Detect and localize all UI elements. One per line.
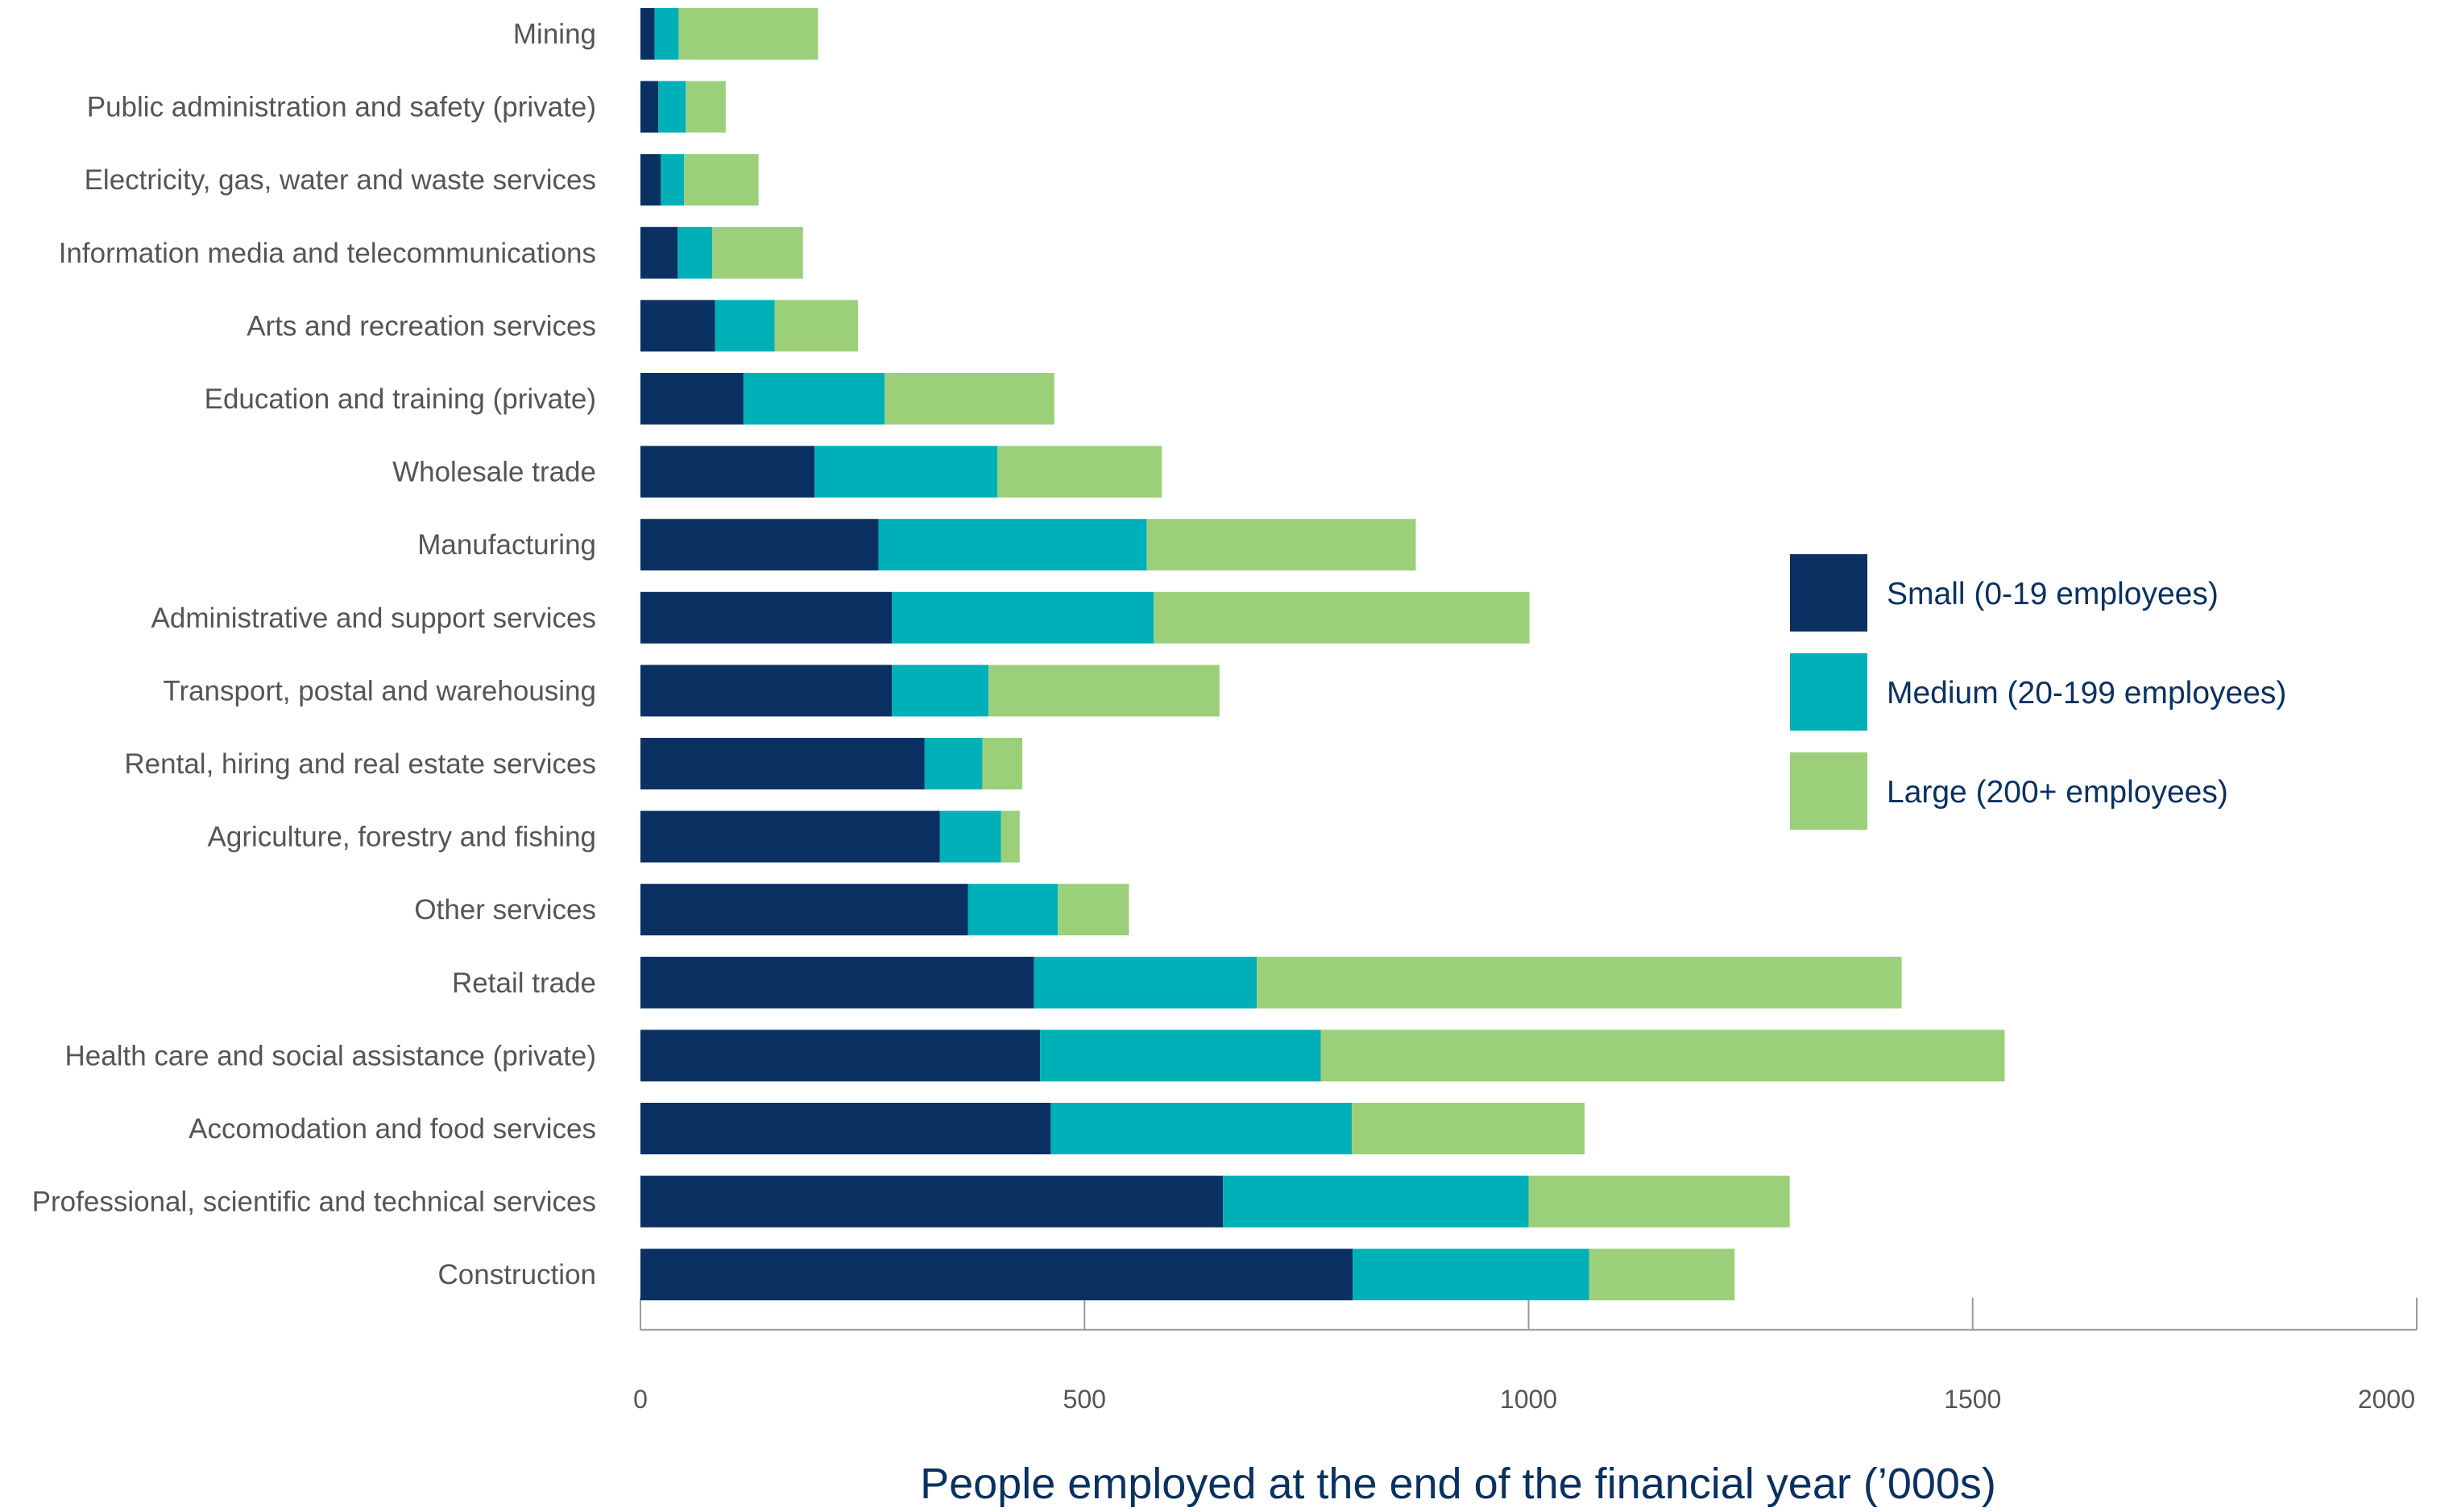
bar-segment — [640, 373, 744, 425]
bar-segment — [640, 956, 1034, 1009]
bar-segment — [1040, 1029, 1321, 1082]
legend-swatch — [1790, 653, 1867, 731]
category-label: Information media and telecommunications — [59, 238, 596, 269]
bar-segment — [1353, 1249, 1589, 1301]
bar-segment — [677, 226, 713, 279]
bar-segment — [1528, 1175, 1790, 1228]
bar-segment — [1320, 1029, 2005, 1082]
bar-segment — [640, 738, 925, 789]
x-tick-labels: 0 500 1000 1500 2000 — [633, 1385, 2415, 1414]
legend-label: Small (0-19 employees) — [1887, 577, 2219, 611]
bar-segment — [1050, 1103, 1353, 1154]
bar-segment — [661, 154, 685, 206]
x-axis — [640, 1297, 2418, 1331]
bar-segment — [640, 300, 715, 352]
category-label: Health care and social assistance (priva… — [65, 1040, 596, 1071]
legend: Small (0-19 employees) Medium (20-199 emp… — [1790, 554, 2286, 830]
category-label: Electricity, gas, water and waste servic… — [85, 164, 596, 196]
bar-segment — [640, 154, 661, 206]
x-tick-label: 1500 — [1944, 1385, 2001, 1414]
category-label: Administrative and support services — [151, 603, 596, 634]
category-label: Arts and recreation services — [247, 310, 596, 342]
x-tick-label: 0 — [633, 1385, 648, 1414]
bar-segment — [1223, 1175, 1529, 1228]
bar-segment — [1257, 956, 1902, 1009]
bar-segment — [743, 373, 885, 425]
bar-segment — [640, 1249, 1353, 1301]
legend-label: Large (200+ employees) — [1887, 775, 2228, 810]
bar-segment — [878, 519, 1147, 571]
bar-segment — [654, 8, 679, 60]
x-axis-title: People employed at the end of the financ… — [920, 1460, 1996, 1508]
bar-segment — [640, 810, 940, 863]
bar-segment — [968, 884, 1059, 936]
category-label: Other services — [414, 894, 596, 926]
bar-segment — [939, 810, 1001, 863]
bar-segment — [640, 884, 968, 936]
category-label: Education and training (private) — [205, 383, 596, 415]
bar-segment — [640, 1175, 1224, 1228]
bar-segment — [686, 81, 726, 133]
bar-segment — [1001, 810, 1020, 863]
bar-segment — [885, 373, 1055, 425]
legend-label: Medium (20-199 employees) — [1887, 676, 2286, 710]
bars — [640, 8, 2005, 1301]
bar-segment — [712, 226, 803, 279]
category-label: Retail trade — [452, 967, 596, 999]
bar-segment — [640, 8, 655, 60]
legend-swatch — [1790, 554, 1867, 632]
bar-segment — [924, 738, 983, 789]
bar-segment — [640, 591, 893, 644]
bar-segment — [1058, 884, 1129, 936]
category-label: Accomodation and food services — [189, 1113, 596, 1145]
bar-segment — [814, 445, 998, 498]
bar-segment — [658, 81, 686, 133]
category-label: Public administration and safety (privat… — [87, 92, 596, 123]
bar-segment — [1034, 956, 1258, 1009]
category-label: Manufacturing — [417, 529, 596, 561]
legend-swatch — [1790, 752, 1867, 830]
category-label: Mining — [513, 19, 596, 50]
category-label: Professional, scientific and technical s… — [32, 1187, 596, 1218]
bar-segment — [1589, 1249, 1735, 1301]
x-tick-label: 500 — [1063, 1385, 1106, 1414]
bar-segment — [640, 519, 879, 571]
bar-segment — [640, 445, 815, 498]
bar-segment — [982, 738, 1023, 789]
category-label: Transport, postal and warehousing — [163, 675, 596, 706]
bar-segment — [892, 591, 1154, 644]
bar-segment — [640, 226, 678, 279]
bar-segment — [684, 154, 759, 206]
bar-segment — [774, 300, 859, 352]
bar-segment — [1154, 591, 1530, 644]
x-tick-label: 2000 — [2358, 1385, 2415, 1414]
category-labels: Mining Public administration and safety (… — [32, 19, 596, 1290]
bar-segment — [640, 1103, 1051, 1154]
bar-segment — [640, 81, 659, 133]
category-label: Wholesale trade — [392, 457, 596, 488]
category-label: Rental, hiring and real estate services — [124, 748, 596, 780]
bar-segment — [1146, 519, 1416, 571]
bar-segment — [715, 300, 775, 352]
x-tick-label: 1000 — [1500, 1385, 1557, 1414]
bar-segment — [640, 665, 893, 717]
bar-segment — [678, 8, 818, 60]
bar-segment — [1352, 1103, 1585, 1154]
bar-segment — [997, 445, 1162, 498]
bar-segment — [640, 1029, 1041, 1082]
bar-segment — [892, 665, 989, 717]
category-label: Construction — [438, 1259, 596, 1290]
bar-segment — [988, 665, 1220, 717]
category-label: Agriculture, forestry and fishing — [208, 822, 596, 853]
